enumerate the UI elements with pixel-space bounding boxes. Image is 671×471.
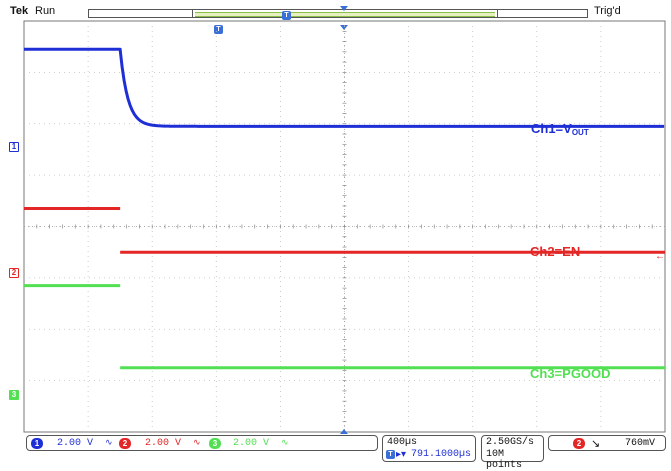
trigger-level: 760mV (625, 438, 656, 449)
ch1-chip[interactable]: 1 (31, 438, 43, 449)
trigger-status: Trig'd (594, 5, 621, 17)
ch1-label: Ch1=VOUT (531, 121, 589, 137)
traces (24, 47, 665, 370)
ch2-label-text: Ch2=EN (530, 244, 581, 259)
ch2-chip[interactable]: 2 (119, 438, 131, 449)
trigger-level-arrow-icon: ← (655, 251, 665, 262)
ch2-trace (24, 207, 665, 254)
ch1-ground-marker[interactable]: 1 (9, 142, 19, 152)
ch3-scale: 2.00 V (233, 438, 270, 449)
trigger-position-icon: T (282, 11, 291, 20)
falling-edge-icon: ↘ (591, 439, 601, 451)
acquisition-state[interactable]: Run (35, 5, 56, 17)
ch3-bandwidth-icon: ∿ (281, 437, 289, 447)
horizontal-position: 791.1000µs (411, 449, 472, 460)
horizontal-position-arrow-icon: ▸▾ (396, 450, 407, 461)
center-marker-icon (340, 6, 348, 11)
ch1-label-sub: OUT (571, 128, 589, 137)
sample-rate: 2.50GS/s (486, 437, 535, 448)
top-status-bar: Tek Run T Trig'd (0, 0, 671, 22)
trigger-time-marker-icon[interactable]: T (214, 25, 223, 34)
horizontal-center-icon (340, 25, 348, 30)
ch2-bandwidth-icon: ∿ (193, 437, 201, 447)
trigger-source-chip: 2 (573, 438, 585, 449)
ch2-ground-marker[interactable]: 2 (9, 268, 19, 278)
horizontal-scale: 400µs (387, 437, 418, 448)
ch3-label: Ch3=PGOOD (530, 366, 611, 381)
brand-label: Tek (10, 5, 29, 17)
horizontal-settings-box[interactable]: 400µs T ▸▾ 791.1000µs (382, 435, 476, 462)
ch2-scale: 2.00 V (145, 438, 182, 449)
bottom-status-bar: 1 2.00 V ∿ 2 2.00 V ∿ 3 2.00 V ∿ 400µs T… (0, 433, 671, 471)
center-bottom-marker-icon (340, 429, 348, 434)
ch1-bandwidth-icon: ∿ (105, 437, 113, 447)
ch3-ground-marker[interactable]: 3 (9, 390, 19, 400)
ch1-scale: 2.00 V (57, 438, 94, 449)
ch1-label-text: Ch1=V (531, 121, 572, 136)
ch3-label-text: Ch3=PGOOD (530, 366, 611, 381)
acquisition-settings-box[interactable]: 2.50GS/s 10M points (481, 435, 544, 471)
ch3-chip[interactable]: 3 (209, 438, 221, 449)
ch1-trace (24, 47, 665, 128)
record-length: 10M points (486, 449, 523, 471)
ch3-trace (24, 284, 665, 370)
vertical-settings-box[interactable]: 1 2.00 V ∿ 2 2.00 V ∿ 3 2.00 V ∿ (26, 435, 378, 451)
trigger-settings-box[interactable]: 2 ↘ 760mV (548, 435, 666, 451)
ch2-label: Ch2=EN (530, 244, 580, 259)
horizontal-position-t-icon: T (386, 450, 395, 459)
